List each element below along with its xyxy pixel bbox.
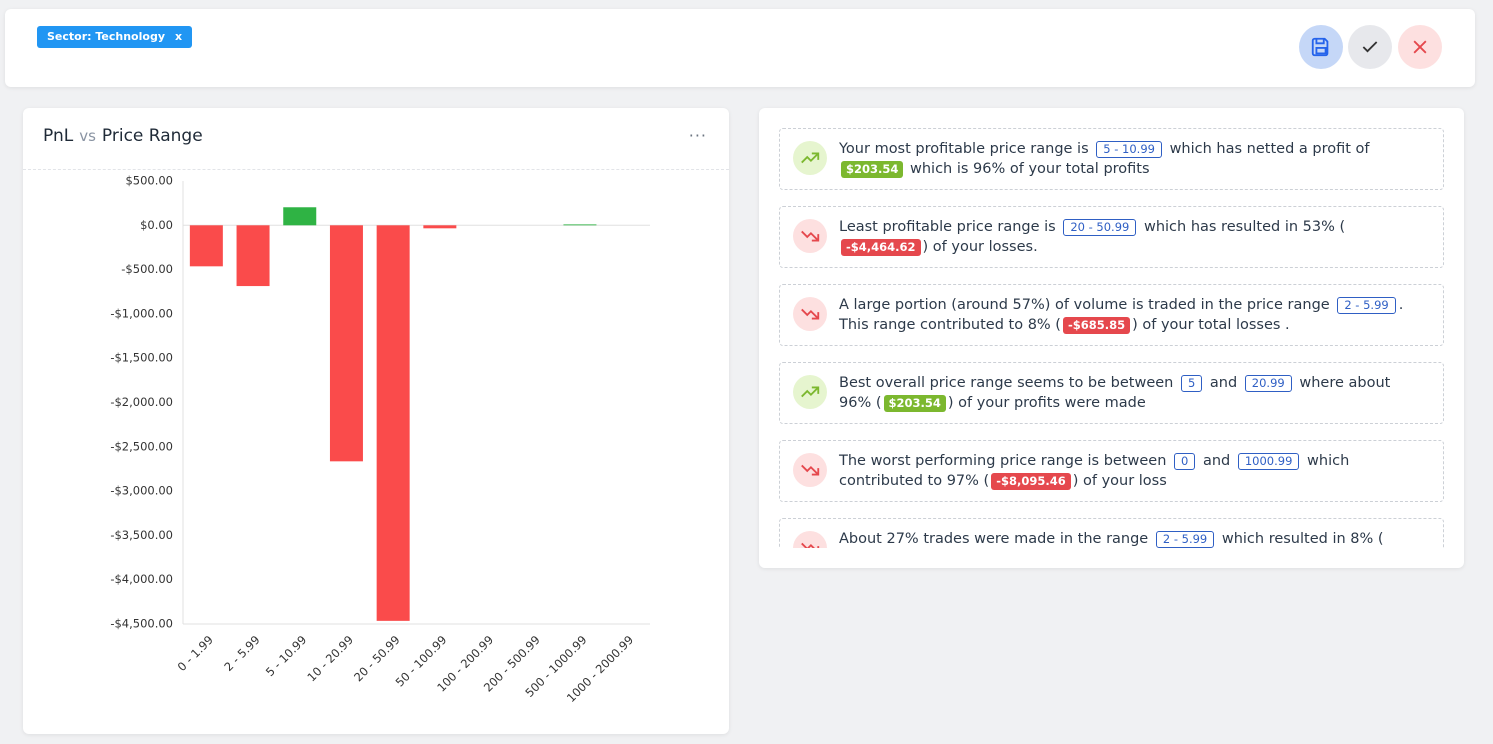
insight-text: About 27% trades were made in the range … (839, 529, 1425, 548)
x-tick-label: 5 - 10.99 (263, 633, 309, 679)
confirm-button[interactable] (1348, 25, 1392, 69)
text-part: ) of your loss (1072, 473, 1167, 489)
text-part: ) of your profits were made (947, 395, 1146, 411)
loss-badge: -$685.85 (1062, 317, 1131, 334)
insight-text: The worst performing price range is betw… (839, 451, 1425, 491)
separator (23, 169, 729, 170)
close-icon (1413, 40, 1427, 54)
trend-down-icon (801, 308, 820, 320)
trend-icon (793, 453, 827, 487)
y-tick-label: -$500.00 (121, 262, 173, 276)
insight-text: Your most profitable price range is 5 - … (839, 139, 1425, 179)
range-badge: 2 - 5.99 (1155, 531, 1215, 548)
trend-icon (793, 375, 827, 409)
y-tick-label: -$2,500.00 (110, 439, 173, 453)
trend-icon (793, 219, 827, 253)
chart-menu[interactable]: ··· (688, 126, 707, 145)
trend-down-icon (801, 542, 820, 548)
chart: $500.00 $0.00 -$500.00 -$1,000.00 -$1,500.00… (110, 174, 650, 705)
insight: Your most profitable price range is 5 - … (779, 128, 1444, 190)
chart-title: PnL vs Price Range (43, 126, 203, 146)
text-part: Least profitable price range is (839, 219, 1061, 235)
y-tick-label: $0.00 (140, 218, 173, 232)
text-part: which contributed to 97% ( (839, 453, 1350, 489)
insight-text: Least profitable price range is 20 - 50.… (839, 217, 1425, 257)
filter-bar: Sector: Technology x (5, 9, 1475, 87)
trend-down-icon (801, 464, 820, 476)
text-part: Your most profitable price range is (839, 141, 1094, 157)
trend-up-icon (801, 152, 820, 164)
insight-text: A large portion (around 57%) of volume i… (839, 295, 1425, 335)
y-tick-label: -$4,500.00 (110, 617, 173, 631)
x-tick-label: 10 - 20.99 (304, 633, 356, 685)
text-part: Best overall price range seems to be bet… (839, 375, 1178, 391)
insights-card: Your most profitable price range is 5 - … (759, 108, 1464, 568)
trend-icon (793, 297, 827, 331)
bar (423, 225, 457, 229)
text-part: A large portion (around 57%) of volume i… (839, 297, 1335, 313)
chart-card: PnL vs Price Range ··· $500.00 $0.00 -$500.0… (23, 108, 729, 734)
text-part: About 27% trades were made in the range (839, 531, 1153, 547)
loss-badge: -$4,464.62 (841, 239, 921, 256)
text-part: ) of your total losses . (1132, 317, 1290, 333)
cancel-button[interactable] (1398, 25, 1442, 69)
trend-icon (793, 531, 827, 548)
insight: Best overall price range seems to be bet… (779, 362, 1444, 424)
text-part: The worst performing price range is betw… (839, 453, 1172, 469)
bar (283, 207, 317, 226)
y-tick-label: -$1,500.00 (110, 351, 173, 365)
bar (563, 224, 597, 226)
insights-list: Your most profitable price range is 5 - … (779, 128, 1444, 548)
range-badge: 2 - 5.99 (1337, 297, 1396, 314)
y-tick-label: -$2,000.00 (110, 395, 173, 409)
range-badge: 0 (1174, 453, 1196, 470)
trend-up-icon (801, 386, 820, 398)
bar (329, 225, 363, 462)
text-part: and (1198, 453, 1235, 469)
title-right: Price Range (101, 126, 203, 146)
insight: About 27% trades were made in the range … (779, 518, 1444, 548)
y-tick-label: -$1,000.00 (110, 306, 173, 320)
y-tick-label: -$3,000.00 (110, 484, 173, 498)
tag-remove[interactable]: x (175, 30, 183, 43)
loss-badge: -$8,095.46 (991, 473, 1071, 490)
y-tick-label: -$3,500.00 (110, 528, 173, 542)
filter-tag[interactable]: Sector: Technology x (37, 26, 193, 48)
y-tick-label: $500.00 (125, 174, 173, 188)
x-tick-label: 0 - 1.99 (175, 633, 216, 674)
profit-badge: $203.54 (883, 395, 946, 412)
title-left: PnL (43, 126, 74, 146)
profit-badge: $203.54 (841, 161, 904, 178)
trend-icon (793, 141, 827, 175)
bar (189, 225, 223, 267)
y-tick-label: -$4,000.00 (110, 572, 173, 586)
title-joiner: vs (79, 127, 96, 145)
save-icon (1311, 37, 1329, 57)
trend-down-icon (801, 230, 820, 242)
text-part: and (1205, 375, 1242, 391)
bar (236, 225, 270, 287)
text-part: which is 96% of your total profits (905, 161, 1150, 177)
bar (376, 225, 410, 621)
insight: A large portion (around 57%) of volume i… (779, 284, 1444, 346)
tag-label: Sector: Technology (47, 30, 165, 43)
text-part: which has resulted in 53% ( (1139, 219, 1346, 235)
text-part: . This range contributed to 8% ( (839, 297, 1404, 333)
insight: Least profitable price range is 20 - 50.… (779, 206, 1444, 268)
text-part: which has netted a profit of (1164, 141, 1370, 157)
x-tick-label: 2 - 5.99 (221, 633, 262, 674)
text-part: which resulted in 8% ( (1217, 531, 1384, 547)
insight: The worst performing price range is betw… (779, 440, 1444, 502)
range-badge: 20 - 50.99 (1063, 219, 1137, 236)
range-badge: 5 - 10.99 (1096, 141, 1162, 158)
text-part: where about 96% ( (839, 375, 1391, 411)
text-part: ) of your losses. (922, 239, 1038, 255)
check-icon (1362, 41, 1378, 53)
range-badge: 1000.99 (1237, 453, 1300, 470)
range-badge: 5 (1180, 375, 1203, 392)
save-button[interactable] (1299, 25, 1343, 69)
range-badge: 20.99 (1244, 375, 1292, 392)
insight-text: Best overall price range seems to be bet… (839, 373, 1425, 413)
